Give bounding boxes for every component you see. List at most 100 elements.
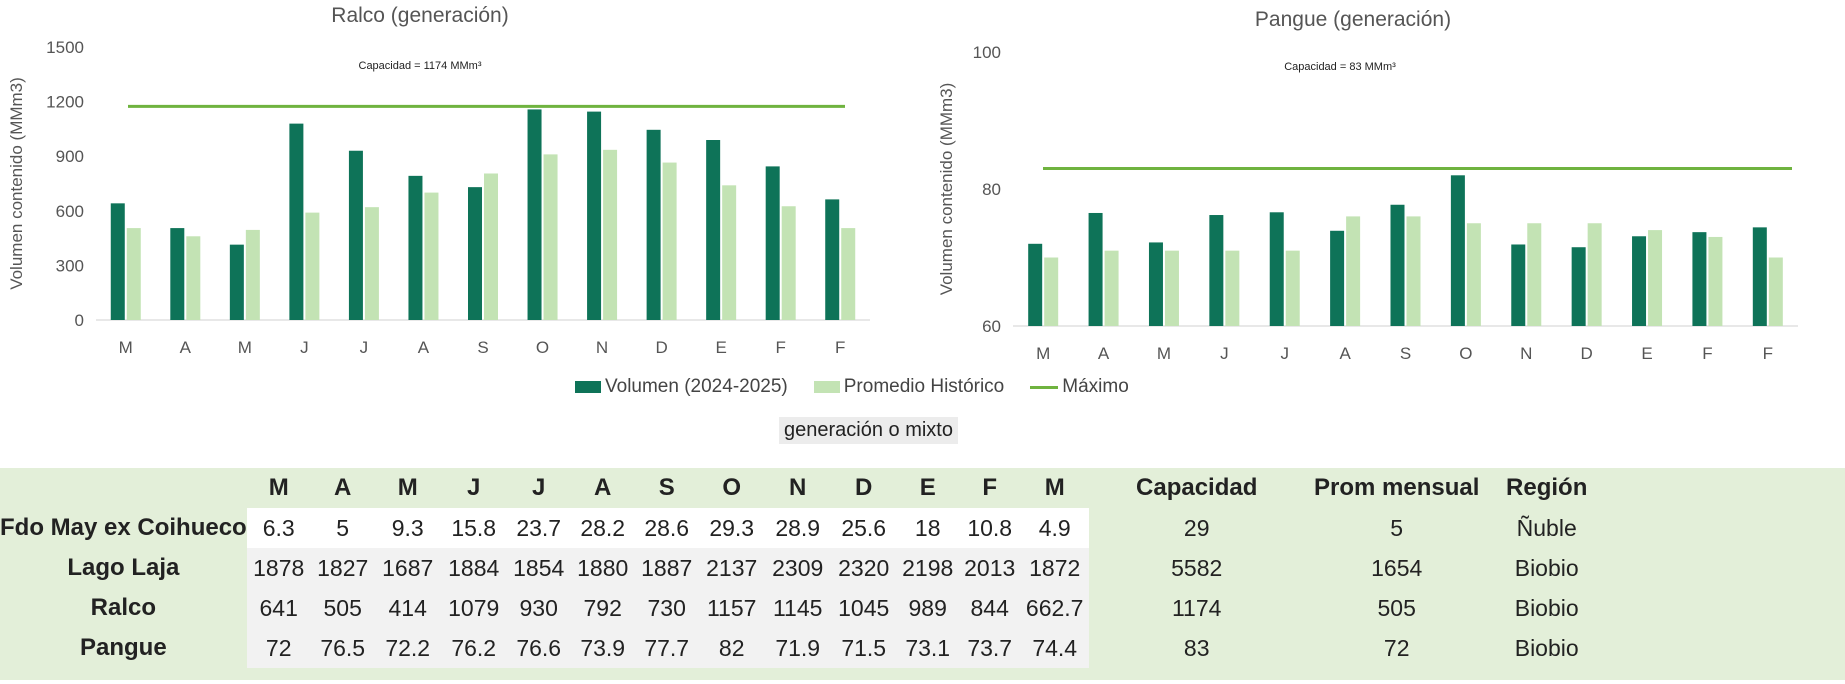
- x-tick-label: M: [238, 338, 252, 357]
- capacidad-cell: 83: [1183, 634, 1210, 661]
- bar-promedio: [1104, 250, 1119, 326]
- region-cell: Biobio: [1514, 554, 1579, 581]
- month-value-cell: 1079: [440, 588, 507, 628]
- bar-volumen: [1269, 212, 1284, 326]
- prom-mensual-cell: 5: [1390, 514, 1404, 541]
- bar-promedio: [245, 229, 260, 320]
- bar-volumen: [527, 109, 542, 321]
- header-month: M: [397, 474, 418, 501]
- month-value-cell: 71.5: [830, 628, 897, 668]
- month-value-cell: 662.7: [1020, 588, 1089, 628]
- header-month: M: [1044, 474, 1065, 501]
- capacidad-cell: 5582: [1171, 554, 1223, 581]
- month-value-cell: 730: [634, 588, 699, 628]
- bar-volumen: [825, 199, 840, 320]
- x-tick-label: J: [1220, 344, 1229, 363]
- legend-item-volumen: Volumen (2024-2025): [575, 376, 788, 398]
- chart-title: Pangue (generación): [1255, 8, 1451, 31]
- bar-promedio: [1285, 250, 1300, 326]
- x-tick-label: E: [1641, 344, 1652, 363]
- reservoir-table: M A M J J A S O N D E F M Capacidad Prom…: [0, 468, 1605, 668]
- month-value-cell: 10.8: [958, 508, 1021, 548]
- x-tick-label: N: [596, 338, 608, 357]
- legend-label-volumen: Volumen (2024-2025): [605, 376, 788, 397]
- pangue-chart: Pangue (generación) Capacidad = 83 MMm³ Vo…: [937, 8, 1798, 363]
- header-month: N: [789, 474, 807, 501]
- legend-item-promedio: Promedio Histórico: [813, 376, 1004, 398]
- bar-volumen: [1752, 227, 1767, 326]
- month-value-cell: 15.8: [440, 508, 507, 548]
- chart-legend: Volumen (2024-2025) Promedio Histórico M…: [575, 373, 1155, 401]
- y-tick-label: 100: [973, 43, 1001, 62]
- bar-volumen: [1511, 244, 1526, 326]
- header-month: E: [919, 474, 936, 501]
- bar-volumen: [1571, 247, 1586, 326]
- bar-volumen: [1028, 243, 1043, 326]
- bar-promedio: [1708, 236, 1723, 326]
- month-value-cell: 5: [310, 508, 375, 548]
- bar-promedio: [1466, 223, 1481, 326]
- y-tick-label: 300: [56, 256, 84, 275]
- month-value-cell: 844: [958, 588, 1021, 628]
- month-value-cell: 82: [698, 628, 765, 668]
- header-month: A: [594, 474, 612, 501]
- month-value-cell: 71.9: [764, 628, 831, 668]
- bar-promedio: [364, 207, 379, 320]
- header-month: D: [855, 474, 873, 501]
- x-tick-label: S: [1400, 344, 1411, 363]
- month-value-cell: 28.2: [570, 508, 635, 548]
- bar-volumen: [1390, 204, 1405, 326]
- region-cell: Biobio: [1514, 634, 1579, 661]
- month-value-cell: 18: [896, 508, 959, 548]
- legend-swatch-volumen: [575, 381, 601, 393]
- section-caption: generación o mixto: [779, 417, 958, 444]
- bar-volumen: [170, 228, 185, 320]
- y-tick-label: 1500: [46, 38, 84, 57]
- month-value-cell: 6.3: [246, 508, 311, 548]
- month-value-cell: 77.7: [634, 628, 699, 668]
- month-value-cell: 76.2: [440, 628, 507, 668]
- bar-volumen: [110, 203, 125, 320]
- month-value-cell: 23.7: [506, 508, 571, 548]
- month-value-cell: 1884: [440, 548, 507, 588]
- bar-promedio: [722, 185, 737, 320]
- y-tick-label: 0: [75, 311, 84, 330]
- bar-promedio: [126, 228, 141, 320]
- x-tick-label: A: [1098, 344, 1110, 363]
- y-axis-label: Volumen contenido (MMm3): [937, 83, 956, 296]
- month-value-cell: 28.6: [634, 508, 699, 548]
- bar-volumen: [1088, 212, 1103, 326]
- x-tick-label: A: [1339, 344, 1351, 363]
- bar-promedio: [662, 162, 677, 320]
- month-value-cell: 74.4: [1020, 628, 1089, 668]
- bar-promedio: [1406, 216, 1421, 326]
- header-month: F: [982, 474, 998, 501]
- x-tick-label: J: [1280, 344, 1289, 363]
- month-value-cell: 641: [246, 588, 311, 628]
- chart-title: Ralco (generación): [331, 4, 508, 27]
- month-value-cell: 1045: [830, 588, 897, 628]
- bar-promedio: [781, 206, 796, 320]
- y-tick-label: 600: [56, 202, 84, 221]
- header-region: Región: [1506, 474, 1588, 501]
- bar-promedio: [484, 173, 498, 320]
- row-label: Lago Laja: [67, 554, 180, 581]
- row-label: Ralco: [90, 594, 157, 621]
- capacity-annotation: Capacidad = 1174 MMm³: [359, 60, 482, 72]
- bar-volumen: [348, 150, 363, 320]
- header-month: J: [467, 474, 481, 501]
- prom-mensual-cell: 72: [1383, 634, 1410, 661]
- x-tick-label: F: [1702, 344, 1712, 363]
- x-tick-label: J: [300, 338, 309, 357]
- month-value-cell: 930: [506, 588, 571, 628]
- bar-promedio: [186, 236, 201, 320]
- month-value-cell: 1827: [310, 548, 375, 588]
- header-month: S: [658, 474, 675, 501]
- legend-swatch-maximo: [1030, 385, 1059, 389]
- month-value-cell: 4.9: [1020, 508, 1089, 548]
- month-value-cell: 9.3: [374, 508, 441, 548]
- y-axis-label: Volumen contenido (MMm3): [7, 77, 26, 290]
- y-tick-label: 60: [982, 317, 1001, 336]
- prom-mensual-cell: 505: [1377, 594, 1416, 621]
- bar-volumen: [1450, 175, 1465, 326]
